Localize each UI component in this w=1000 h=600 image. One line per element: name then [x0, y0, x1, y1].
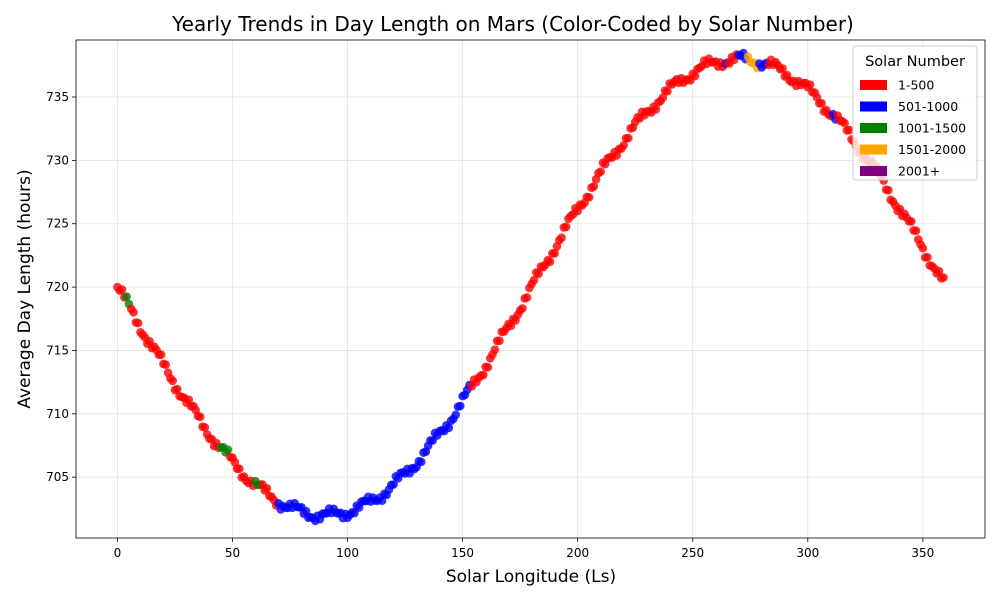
x-tick-label: 100	[336, 546, 359, 560]
data-point	[923, 252, 932, 262]
legend-label: 2001+	[898, 164, 940, 179]
x-tick-label: 50	[225, 546, 240, 560]
data-point	[156, 350, 166, 359]
data-point	[451, 410, 461, 420]
legend-swatch	[860, 80, 887, 90]
data-point	[223, 445, 233, 454]
y-tick-label: 735	[46, 90, 69, 104]
legend-label: 1-500	[898, 78, 934, 93]
data-point	[456, 401, 465, 411]
data-points	[113, 48, 948, 526]
data-point	[389, 480, 398, 489]
y-tick-label: 710	[46, 407, 69, 421]
data-point	[817, 98, 826, 108]
data-point	[534, 269, 543, 279]
legend-label: 1001-1500	[898, 121, 966, 136]
data-point	[529, 275, 539, 285]
data-point	[200, 423, 210, 432]
data-point	[133, 318, 143, 328]
y-tick-label: 725	[46, 217, 69, 231]
data-point	[907, 217, 916, 226]
chart-title: Yearly Trends in Day Length on Mars (Col…	[171, 12, 854, 36]
data-point	[550, 249, 559, 258]
y-tick-label: 705	[46, 470, 69, 484]
y-tick-label: 730	[46, 153, 69, 167]
x-tick-label: 200	[566, 546, 589, 560]
data-point	[690, 71, 700, 81]
data-point	[479, 370, 488, 380]
legend-swatch	[860, 166, 887, 176]
data-point	[235, 464, 244, 474]
data-point	[939, 273, 948, 282]
data-point	[778, 64, 787, 73]
data-point	[230, 457, 240, 467]
data-point	[490, 345, 500, 354]
data-point	[561, 222, 571, 232]
axes: 0 50 100 150 200 250 300 350 705 710 715 720 725 730 7…	[46, 39, 986, 560]
data-point	[168, 376, 177, 386]
legend-swatch	[860, 144, 887, 155]
data-point	[934, 266, 944, 276]
data-point	[495, 336, 504, 346]
data-point	[444, 423, 454, 433]
y-axis-label: Average Day Length (hours)	[15, 169, 35, 408]
data-point	[301, 506, 311, 516]
legend-title: Solar Number	[865, 54, 965, 70]
y-tick-label: 720	[46, 280, 69, 294]
data-point	[884, 185, 893, 195]
data-point	[377, 496, 387, 506]
grid	[76, 40, 985, 538]
plot-frame	[75, 39, 986, 539]
data-point	[840, 118, 849, 128]
x-tick-label: 300	[796, 546, 819, 560]
data-point	[184, 395, 194, 404]
data-point	[663, 87, 672, 96]
data-point	[122, 292, 131, 301]
data-point	[522, 293, 532, 302]
data-point	[651, 105, 661, 114]
legend-label: 1501-2000	[898, 142, 966, 157]
data-point	[195, 412, 205, 422]
data-point	[596, 167, 605, 176]
data-point	[844, 125, 854, 135]
data-point	[658, 93, 668, 102]
data-point	[172, 384, 182, 394]
data-point	[918, 243, 928, 253]
data-point	[129, 308, 138, 317]
legend-swatch	[860, 101, 887, 112]
legend-label: 501-1000	[898, 99, 958, 114]
data-point	[262, 483, 272, 493]
data-point	[416, 457, 426, 467]
data-point	[589, 182, 599, 191]
data-point	[117, 285, 127, 294]
data-point	[557, 233, 566, 242]
x-tick-label: 150	[451, 546, 474, 560]
legend-swatch	[860, 123, 887, 133]
legend-entries: 1-500 501-1000 1001-1500 1501-2000 2001+	[860, 78, 966, 179]
data-point	[483, 363, 493, 372]
x-axis-label: Solar Longitude (Ls)	[446, 567, 616, 587]
y-tick-label: 715	[46, 343, 69, 357]
data-point	[624, 133, 633, 143]
data-point	[584, 192, 594, 202]
x-tick-label: 0	[114, 546, 122, 560]
data-point	[619, 140, 629, 150]
data-point	[161, 360, 171, 370]
data-point	[911, 226, 921, 236]
legend: Solar Number 1-500 501-1000 1001-1500 1501-…	[852, 45, 978, 181]
data-point	[518, 304, 527, 313]
data-point	[805, 80, 815, 90]
data-point	[545, 257, 555, 266]
x-tick-label: 250	[681, 546, 704, 560]
x-tick-label: 350	[911, 546, 934, 560]
